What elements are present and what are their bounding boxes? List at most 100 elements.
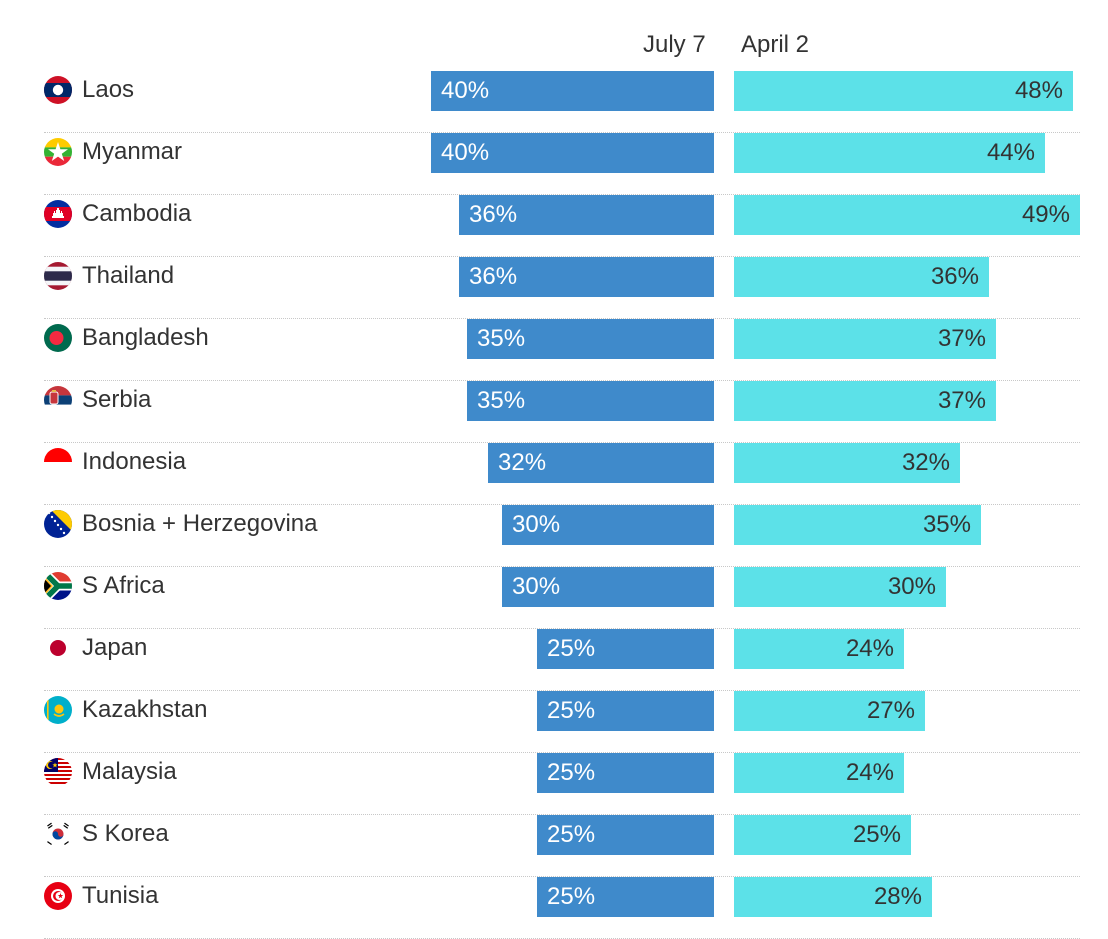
malaysia-flag-icon xyxy=(44,758,72,786)
value-label-april-2: 37% xyxy=(937,387,986,414)
category-label: Bosnia + Herzegovina xyxy=(82,510,318,537)
value-label-april-2: 44% xyxy=(986,139,1035,166)
bar-april-2: 28% xyxy=(734,877,932,917)
value-label-april-2: 35% xyxy=(922,511,971,538)
row-divider xyxy=(44,628,1080,629)
value-label-july-7: 25% xyxy=(547,883,596,910)
bar-april-2: 24% xyxy=(734,629,904,669)
value-label-april-2: 49% xyxy=(1021,201,1070,228)
value-label-july-7: 25% xyxy=(547,635,596,662)
value-label-july-7: 40% xyxy=(441,77,490,104)
bar-july-7: 25% xyxy=(537,753,714,793)
bar-july-7: 32% xyxy=(488,443,714,483)
row-divider xyxy=(44,380,1080,381)
bar-july-7: 30% xyxy=(502,567,714,607)
bar-july-7: 25% xyxy=(537,691,714,731)
chart-row: Tunisia 25% 28% xyxy=(44,877,1080,939)
bar-july-7: 36% xyxy=(459,195,714,235)
category-label: Bangladesh xyxy=(82,324,209,351)
bar-april-2: 25% xyxy=(734,815,911,855)
laos-flag-icon xyxy=(44,76,72,104)
value-label-july-7: 25% xyxy=(547,821,596,848)
chart-row: Serbia 35% 37% xyxy=(44,381,1080,443)
bar-april-2: 32% xyxy=(734,443,960,483)
bar-april-2: 48% xyxy=(734,71,1073,111)
bar-april-2: 35% xyxy=(734,505,981,545)
value-label-july-7: 30% xyxy=(512,511,561,538)
bar-april-2: 37% xyxy=(734,381,996,421)
series-header-april-2: April 2 xyxy=(741,31,810,58)
value-label-april-2: 37% xyxy=(937,325,986,352)
kazakhstan-flag-icon xyxy=(44,696,72,724)
row-divider xyxy=(44,876,1080,877)
category-label: Japan xyxy=(82,634,148,661)
row-divider xyxy=(44,566,1080,567)
category-label: S Africa xyxy=(82,572,165,599)
row-divider xyxy=(44,504,1080,505)
value-label-april-2: 48% xyxy=(1014,77,1063,104)
myanmar-flag-icon xyxy=(44,138,72,166)
cambodia-flag-icon xyxy=(44,200,72,228)
value-label-april-2: 30% xyxy=(887,573,936,600)
bar-july-7: 40% xyxy=(431,71,714,111)
value-label-april-2: 25% xyxy=(852,821,901,848)
bar-april-2: 24% xyxy=(734,753,904,793)
south-korea-flag-icon xyxy=(44,820,72,848)
chart-row: S Africa 30% 30% xyxy=(44,567,1080,629)
value-label-july-7: 36% xyxy=(469,201,518,228)
value-label-april-2: 27% xyxy=(866,697,915,724)
chart-row: Thailand 36% 36% xyxy=(44,257,1080,319)
series-header-july-7: July 7 xyxy=(643,31,706,58)
row-divider xyxy=(44,690,1080,691)
south-africa-flag-icon xyxy=(44,572,72,600)
bar-july-7: 40% xyxy=(431,133,714,173)
row-divider xyxy=(44,318,1080,319)
bar-july-7: 35% xyxy=(467,319,714,359)
chart-row: Laos 40% 48% xyxy=(44,71,1080,133)
bar-april-2: 30% xyxy=(734,567,946,607)
bar-april-2: 44% xyxy=(734,133,1045,173)
value-label-july-7: 36% xyxy=(469,263,518,290)
category-label: Malaysia xyxy=(82,758,177,785)
value-label-july-7: 32% xyxy=(498,449,547,476)
category-label: Cambodia xyxy=(82,200,192,227)
row-divider xyxy=(44,256,1080,257)
chart-row: Bangladesh 35% 37% xyxy=(44,319,1080,381)
value-label-july-7: 35% xyxy=(477,325,526,352)
bar-july-7: 25% xyxy=(537,815,714,855)
value-label-july-7: 35% xyxy=(477,387,526,414)
bar-july-7: 25% xyxy=(537,629,714,669)
bar-july-7: 35% xyxy=(467,381,714,421)
value-label-july-7: 25% xyxy=(547,759,596,786)
bar-july-7: 25% xyxy=(537,877,714,917)
serbia-flag-icon xyxy=(44,386,72,414)
bar-april-2: 36% xyxy=(734,257,989,297)
category-label: S Korea xyxy=(82,820,169,847)
tunisia-flag-icon xyxy=(44,882,72,910)
value-label-april-2: 28% xyxy=(873,883,922,910)
value-label-april-2: 24% xyxy=(845,635,894,662)
chart-row: Japan 25% 24% xyxy=(44,629,1080,691)
category-label: Myanmar xyxy=(82,138,183,165)
row-divider xyxy=(44,752,1080,753)
category-label: Thailand xyxy=(82,262,175,289)
chart-row: Bosnia + Herzegovina 30% 35% xyxy=(44,505,1080,567)
value-label-july-7: 30% xyxy=(512,573,561,600)
chart-row: Cambodia 36% 49% xyxy=(44,195,1080,257)
value-label-april-2: 36% xyxy=(930,263,979,290)
value-label-july-7: 40% xyxy=(441,139,490,166)
chart-row: Kazakhstan 25% 27% xyxy=(44,691,1080,753)
bar-april-2: 37% xyxy=(734,319,996,359)
category-label: Tunisia xyxy=(82,882,159,909)
category-label: Kazakhstan xyxy=(82,696,208,723)
bar-april-2: 27% xyxy=(734,691,925,731)
category-label: Serbia xyxy=(82,386,152,413)
bangladesh-flag-icon xyxy=(44,324,72,352)
value-label-april-2: 24% xyxy=(845,759,894,786)
row-divider xyxy=(44,814,1080,815)
value-label-april-2: 32% xyxy=(901,449,950,476)
bar-april-2: 49% xyxy=(734,195,1080,235)
thailand-flag-icon xyxy=(44,262,72,290)
row-divider xyxy=(44,194,1080,195)
